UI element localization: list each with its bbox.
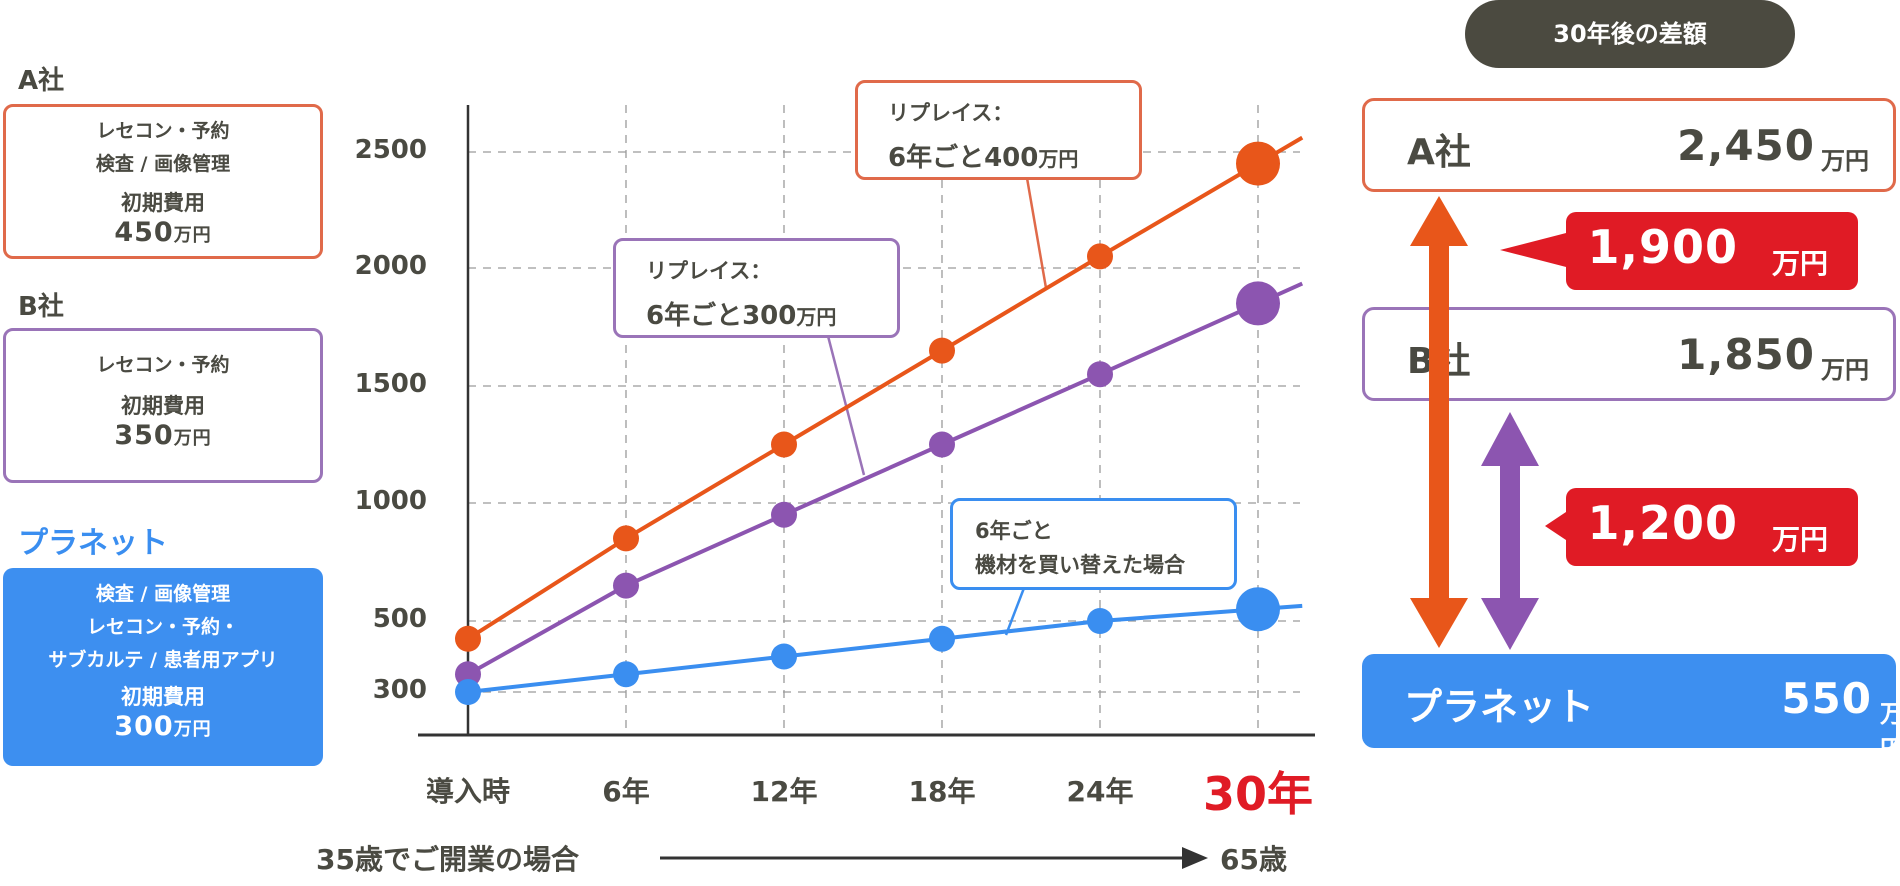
planet-feature: レセコン・予約・ — [86, 616, 239, 638]
data-point — [613, 572, 639, 599]
summary-b-name: B社 — [1407, 341, 1471, 382]
summary-planet: プラネット 550 万円 — [1362, 654, 1900, 763]
company-a-cost-label: 初期費用 — [121, 191, 205, 215]
age-axis-start: 35歳でご開業の場合 — [316, 843, 579, 876]
x-tick-label: 18年 — [908, 775, 976, 808]
callout-a-line2: 6年ごと400万円 — [888, 143, 1079, 173]
data-point — [929, 431, 955, 458]
company-b-feature: レセコン・予約 — [96, 354, 230, 376]
data-point — [455, 679, 481, 705]
callout-a-tail — [1025, 177, 1048, 289]
data-point — [1236, 141, 1280, 186]
summary-title: 30年後の差額 — [1465, 0, 1795, 68]
summary-company-b: B社 1,850 万円 — [1362, 307, 1896, 401]
callout-planet: 6年ごと 機材を買い替えた場合 — [950, 498, 1237, 590]
summary-a-value: 2,450 — [1677, 121, 1815, 170]
y-tick-label: 1500 — [354, 369, 427, 399]
company-a-cost: 450万円 — [114, 217, 212, 248]
x-tick-label: 6年 — [602, 775, 650, 808]
age-axis-end: 65歳 — [1220, 843, 1287, 876]
data-point — [613, 661, 639, 688]
y-tick-label: 300 — [372, 675, 427, 705]
callout-b-line2: 6年ごと300万円 — [646, 301, 837, 331]
data-point — [1236, 587, 1280, 632]
x-tick-label: 12年 — [750, 775, 818, 808]
diff-b-unit: 万円 — [1771, 523, 1828, 556]
callout-b-line1: リプレイス： — [646, 259, 772, 283]
x-tick-label: 24年 — [1066, 775, 1134, 808]
summary-planet-name: プラネット — [1404, 685, 1595, 729]
summary-a-name: A社 — [1407, 132, 1471, 173]
series-line-2 — [467, 603, 1303, 694]
summary-a-unit: 万円 — [1821, 147, 1869, 175]
data-point — [771, 431, 797, 458]
data-point — [1087, 243, 1113, 270]
data-point — [455, 625, 481, 652]
planet-cost-label: 初期費用 — [121, 685, 205, 709]
summary-planet-unit: 万円 — [1880, 700, 1900, 763]
planet-label: プラネット — [18, 526, 168, 561]
data-point — [613, 525, 639, 552]
y-tick-label: 2000 — [354, 251, 427, 281]
callout-company-a: リプレイス： 6年ごと400万円 — [855, 80, 1142, 180]
x-tick-label: 30年 — [1202, 767, 1313, 821]
data-point — [1087, 361, 1113, 388]
company-a-feature: 検査 / 画像管理 — [95, 153, 231, 175]
data-point — [929, 625, 955, 652]
planet-card: 検査 / 画像管理 レセコン・予約・ サブカルテ / 患者用アプリ 初期費用 3… — [3, 568, 323, 766]
summary-b-unit: 万円 — [1821, 356, 1869, 384]
data-point — [1236, 281, 1280, 326]
planet-feature: サブカルテ / 患者用アプリ — [48, 649, 278, 671]
data-point — [1087, 608, 1113, 634]
y-tick-label: 1000 — [354, 486, 427, 516]
callout-p-line1: 6年ごと — [975, 519, 1053, 543]
company-a-feature: レセコン・予約 — [96, 120, 230, 142]
data-point — [771, 643, 797, 670]
company-b-cost-label: 初期費用 — [121, 394, 205, 418]
callout-company-b: リプレイス： 6年ごと300万円 — [613, 238, 900, 338]
planet-cost: 300万円 — [114, 711, 212, 742]
age-arrow-head-icon — [1182, 847, 1208, 869]
data-point — [771, 501, 797, 528]
company-b-card: レセコン・予約 初期費用 350万円 — [3, 328, 323, 483]
summary-company-a: A社 2,450 万円 — [1362, 98, 1896, 192]
company-b-cost: 350万円 — [114, 420, 212, 451]
planet-feature: 検査 / 画像管理 — [95, 583, 231, 605]
company-a-label: A社 — [18, 66, 65, 96]
callout-p-tail — [1004, 587, 1026, 636]
diff-a-badge: 1,900 万円 — [1566, 212, 1858, 290]
data-point — [929, 337, 955, 364]
company-b-label: B社 — [18, 292, 64, 322]
summary-planet-value: 550 — [1781, 674, 1872, 723]
y-tick-label: 2500 — [354, 135, 427, 165]
diff-a-unit: 万円 — [1771, 247, 1828, 280]
summary-b-value: 1,850 — [1677, 330, 1815, 379]
callout-a-line1: リプレイス： — [888, 101, 1014, 125]
callout-p-line2: 機材を買い替えた場合 — [975, 553, 1185, 577]
diff-a-value: 1,900 — [1587, 220, 1738, 274]
diff-b-badge: 1,200 万円 — [1566, 488, 1858, 566]
diff-b-value: 1,200 — [1587, 496, 1738, 550]
company-a-card: レセコン・予約 検査 / 画像管理 初期費用 450万円 — [3, 104, 323, 259]
y-tick-label: 500 — [372, 604, 427, 634]
x-tick-label: 導入時 — [425, 775, 510, 808]
